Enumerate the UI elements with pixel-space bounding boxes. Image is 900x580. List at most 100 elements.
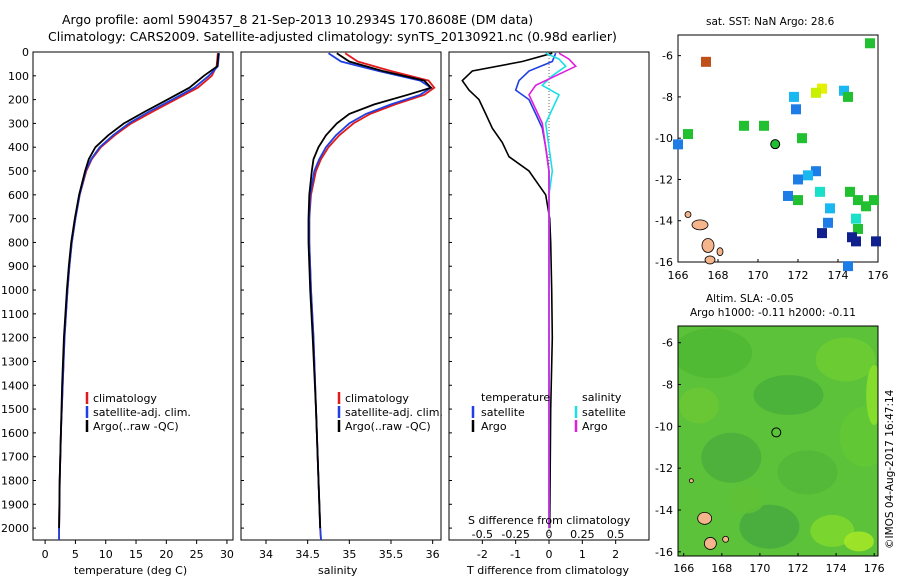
x-tick-label: 2	[612, 548, 619, 561]
depth-tick-label: 1600	[1, 427, 29, 440]
sst-point	[845, 186, 855, 197]
sst-point	[811, 166, 821, 177]
temperature-x-label: temperature (deg C)	[74, 564, 187, 577]
s-difference-label: S difference from climatology	[468, 514, 631, 527]
depth-tick-label: 1900	[1, 498, 29, 511]
legend-label-s-argo: Argo	[582, 420, 608, 433]
difference-panel: -2 -1 0 1 2 -0.5 -0.25 0 0.25 0.5 temperature sal…	[448, 51, 650, 577]
series-line-s-argo	[528, 52, 578, 529]
x-tick-label: 172	[788, 269, 809, 282]
x-tick-label: 30	[220, 548, 234, 561]
legend-label-t-argo: Argo	[481, 420, 507, 433]
depth-tick-label: 1200	[1, 332, 29, 345]
y-tick-label: -14	[655, 215, 673, 228]
sla-map-axes: 166 168 170 172 174 176 -6 -8 -10 -12 -14 -16	[655, 337, 885, 575]
island-shape	[716, 247, 724, 257]
sst-point	[815, 186, 825, 197]
sst-point	[851, 236, 861, 247]
difference-x-axis: -2 -1 0 1 2 -0.5 -0.25 0 0.25 0.5	[449, 51, 624, 561]
sst-point	[853, 195, 863, 206]
sst-point	[817, 83, 827, 94]
depth-tick-label: 500	[8, 165, 29, 178]
difference-series	[461, 52, 578, 529]
salinity-x-axis: 34 34.5 35 35.5 36	[241, 51, 440, 561]
sst-points	[673, 38, 881, 272]
legend-label-argo: Argo(..raw -QC)	[345, 420, 431, 433]
depth-tick-label: 1000	[1, 284, 29, 297]
sla-map-panel: Altim. SLA: -0.05 Argo h1000: -0.11 h200…	[655, 293, 885, 575]
sst-point	[861, 201, 871, 212]
sst-point	[739, 120, 749, 131]
depth-tick-label: 1700	[1, 451, 29, 464]
x-tick-label: 15	[129, 548, 143, 561]
sst-point	[797, 133, 807, 144]
sst-map-frame	[677, 34, 879, 263]
s-tick-label: 0.25	[570, 528, 595, 541]
y-tick-label: -6	[662, 337, 673, 350]
sst-point	[793, 174, 803, 185]
sla-map-subtitle: Argo h1000: -0.11 h2000: -0.11	[690, 307, 856, 319]
temperature-panel: 0100200300400500600700800900100011001200…	[1, 46, 234, 577]
island-shape	[701, 238, 715, 253]
sst-map-title: sat. SST: NaN Argo: 28.6	[706, 16, 835, 28]
temperature-series	[58, 53, 220, 540]
difference-legend: temperature salinity satellite Argo sate…	[471, 391, 626, 433]
y-tick-label: -10	[655, 132, 673, 145]
sst-point	[865, 38, 875, 49]
depth-tick-label: 700	[8, 213, 29, 226]
sst-point	[869, 195, 879, 206]
sla-region	[678, 387, 719, 424]
sla-region	[866, 365, 878, 425]
y-tick-label: -12	[655, 173, 673, 186]
sla-region	[839, 406, 878, 467]
s-tick-label: 0	[546, 528, 553, 541]
x-tick-label: 170	[749, 562, 770, 575]
island-shape	[691, 219, 709, 231]
argo-location-marker	[771, 427, 782, 438]
legend-label-argo: Argo(..raw -QC)	[93, 420, 179, 433]
sst-map-panel: sat. SST: NaN Argo: 28.6 166 168 170 172 174…	[655, 16, 888, 282]
y-tick-label: -14	[655, 504, 673, 517]
sla-region	[739, 504, 800, 549]
legend-label-satellite: satellite-adj. clim.	[345, 406, 443, 419]
x-tick-label: 176	[864, 562, 885, 575]
sst-point	[843, 261, 853, 272]
x-tick-label: 25	[190, 548, 204, 561]
depth-tick-label: 200	[8, 94, 29, 107]
island-shape	[688, 478, 694, 484]
x-tick-label: 35	[342, 548, 356, 561]
sst-point	[793, 195, 803, 206]
sst-point	[811, 87, 821, 98]
y-tick-label: -12	[655, 462, 673, 475]
sst-map-axes: 166 168 170 172 174 176 -6 -8 -10 -12 -14 -16	[655, 50, 888, 282]
sla-region	[843, 531, 874, 552]
x-tick-label: 34	[259, 548, 273, 561]
coastline	[684, 211, 724, 265]
x-tick-label: 174	[826, 562, 847, 575]
depth-tick-label: 1500	[1, 403, 29, 416]
sst-point	[817, 228, 827, 239]
x-tick-label: -1	[510, 548, 521, 561]
x-tick-label: 166	[673, 562, 694, 575]
depth-tick-label: 600	[8, 189, 29, 202]
depth-tick-label: 100	[8, 70, 29, 83]
salinity-plot-frame	[240, 51, 442, 541]
salinity-legend: climatology satellite-adj. clim. Argo(..…	[337, 392, 443, 433]
island-shape	[722, 535, 730, 543]
x-tick-label: 176	[868, 269, 889, 282]
depth-tick-label: 900	[8, 260, 29, 273]
x-tick-label: 168	[711, 562, 732, 575]
sst-point	[839, 85, 849, 96]
legend-title-salinity: salinity	[582, 391, 622, 404]
sla-map-frame	[677, 325, 879, 557]
sla-map-title: Altim. SLA: -0.05	[706, 293, 794, 305]
sst-point	[871, 236, 881, 247]
x-tick-label: 0	[546, 548, 553, 561]
sst-point	[783, 190, 793, 201]
depth-tick-label: 2000	[1, 522, 29, 535]
x-tick-label: 35.5	[379, 548, 404, 561]
s-tick-label: -0.25	[501, 528, 529, 541]
depth-tick-label: 400	[8, 141, 29, 154]
island-shape	[697, 511, 713, 525]
depth-tick-label: 1800	[1, 474, 29, 487]
